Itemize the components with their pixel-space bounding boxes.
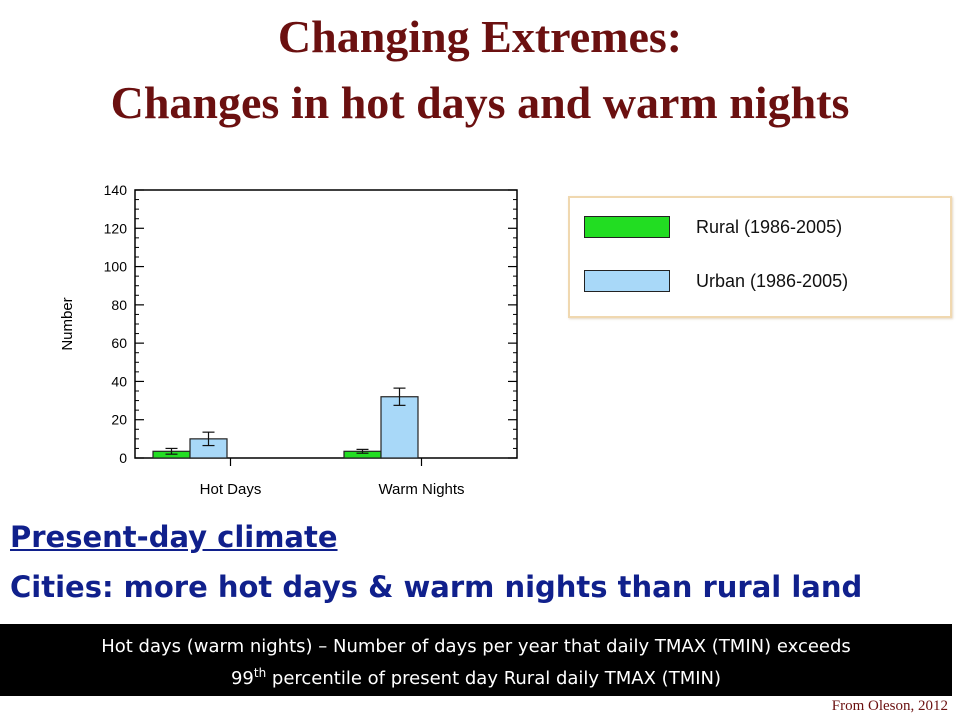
footer-line1: Hot days (warm nights) – Number of days … (101, 636, 851, 657)
y-tick-label: 120 (104, 220, 128, 236)
subtitle-cities: Cities: more hot days & warm nights than… (10, 570, 863, 604)
y-tick-label: 0 (119, 450, 127, 466)
y-tick-label: 100 (104, 259, 128, 275)
legend-item-rural: Rural (1986-2005) (584, 214, 842, 240)
y-tick-label: 40 (111, 373, 127, 389)
legend-swatch-urban (584, 270, 670, 292)
footer-line2-text: percentile of present day Rural daily TM… (266, 668, 722, 689)
plot-frame (134, 189, 518, 459)
x-tick-label: Warm Nights (378, 481, 464, 498)
footer-line2-ordinal: th (253, 666, 267, 680)
y-tick-label: 20 (111, 412, 127, 428)
y-tick-label: 140 (104, 182, 128, 198)
bar-chart: 0 20 40 60 80 100 120 140 Number Hot Days Warm Nig… (59, 182, 518, 498)
legend-label-urban: Urban (1986-2005) (696, 270, 849, 291)
slide-title-line2: Changes in hot days and warm nights (110, 77, 850, 128)
legend-item-urban: Urban (1986-2005) (584, 268, 848, 294)
legend-label-rural: Rural (1986-2005) (696, 216, 843, 237)
y-tick-label: 60 (111, 335, 127, 351)
y-tick-label: 80 (111, 297, 127, 313)
bar-urban (380, 396, 419, 459)
subtitle-present-day: Present-day climate (10, 520, 338, 554)
x-tick-label: Hot Days (200, 481, 262, 498)
chart-legend: Rural (1986-2005) Urban (1986-2005) (568, 196, 952, 318)
definition-footer: Hot days (warm nights) – Number of days … (0, 624, 952, 696)
slide-title-line1: Changing Extremes: (277, 11, 683, 62)
footer-line2-number: 99 (230, 668, 254, 689)
y-axis-label: Number (59, 297, 76, 350)
legend-swatch-rural (584, 216, 670, 238)
source-credit: From Oleson, 2012 (831, 698, 948, 714)
footer-line2: 99th percentile of present day Rural dai… (0, 660, 952, 692)
